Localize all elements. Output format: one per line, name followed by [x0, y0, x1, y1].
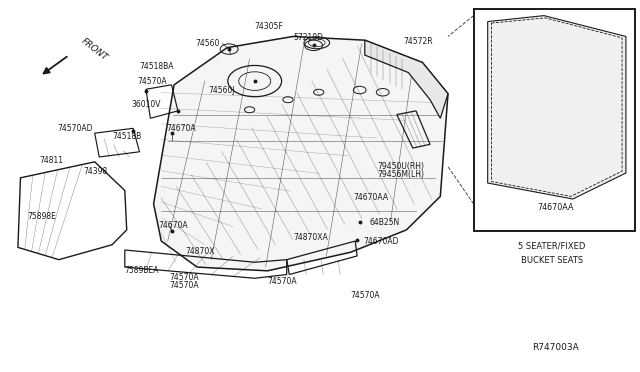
Text: 7589BEA: 7589BEA	[125, 266, 159, 275]
Polygon shape	[154, 36, 448, 271]
Text: R747003A: R747003A	[532, 343, 579, 352]
Text: 74570A: 74570A	[351, 291, 380, 300]
Bar	[474, 9, 635, 231]
Text: 74570A: 74570A	[268, 278, 297, 286]
Text: 74670AA: 74670AA	[353, 193, 388, 202]
Text: 74572R: 74572R	[403, 37, 433, 46]
Text: 5 SEATER/FIXED: 5 SEATER/FIXED	[518, 241, 586, 250]
Text: BUCKET SEATS: BUCKET SEATS	[520, 256, 583, 265]
Text: 74570A: 74570A	[138, 77, 167, 86]
Text: 74518B: 74518B	[112, 132, 141, 141]
Text: 74670A: 74670A	[159, 221, 188, 230]
Text: 74811: 74811	[40, 156, 64, 165]
Text: 74570A: 74570A	[170, 273, 199, 282]
Text: 64B25N: 64B25N	[370, 218, 400, 227]
Polygon shape	[365, 40, 448, 118]
Text: 74305F: 74305F	[255, 22, 284, 31]
Text: FRONT: FRONT	[80, 36, 110, 62]
Text: 74670AA: 74670AA	[538, 203, 574, 212]
Text: 79456M(LH): 79456M(LH)	[378, 170, 424, 179]
Text: 79450U(RH): 79450U(RH)	[378, 162, 424, 171]
Text: 74670A: 74670A	[166, 124, 196, 133]
Text: 74518BA: 74518BA	[140, 62, 174, 71]
Text: 75898E: 75898E	[27, 212, 56, 221]
Text: 74870X: 74870X	[186, 247, 215, 256]
Polygon shape	[488, 16, 626, 199]
Text: 74570AD: 74570AD	[58, 124, 93, 133]
Text: 74560J: 74560J	[208, 86, 235, 94]
Text: 36010V: 36010V	[131, 100, 161, 109]
Text: 57210D: 57210D	[293, 33, 323, 42]
Text: 74398: 74398	[83, 167, 108, 176]
Text: 74560: 74560	[195, 39, 220, 48]
Text: 74670AD: 74670AD	[364, 237, 399, 246]
Text: 74570A: 74570A	[170, 281, 199, 290]
Text: 74870XA: 74870XA	[293, 233, 328, 242]
